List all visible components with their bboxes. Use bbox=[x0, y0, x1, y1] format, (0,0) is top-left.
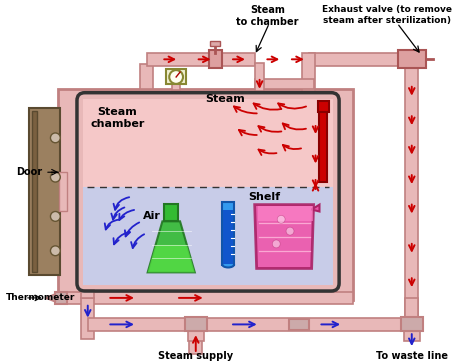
Circle shape bbox=[50, 211, 60, 221]
Text: To waste line: To waste line bbox=[376, 351, 448, 361]
Circle shape bbox=[286, 227, 294, 235]
Bar bbox=[83, 99, 333, 187]
Text: Exhaust valve (to remove
steam after sterilization): Exhaust valve (to remove steam after ste… bbox=[322, 5, 452, 25]
Text: Shelf: Shelf bbox=[248, 192, 281, 202]
Polygon shape bbox=[311, 205, 319, 211]
Bar bbox=[289, 318, 309, 330]
Bar bbox=[223, 210, 233, 264]
Bar bbox=[146, 53, 255, 66]
Bar bbox=[58, 292, 353, 304]
Bar bbox=[319, 108, 328, 182]
Circle shape bbox=[277, 215, 285, 223]
Bar bbox=[185, 317, 207, 331]
Bar bbox=[166, 69, 186, 84]
Text: Steam: Steam bbox=[205, 94, 245, 104]
Circle shape bbox=[273, 240, 280, 248]
Polygon shape bbox=[46, 294, 55, 302]
Polygon shape bbox=[148, 221, 195, 272]
Bar bbox=[172, 82, 180, 90]
Bar bbox=[58, 89, 353, 300]
Polygon shape bbox=[255, 205, 314, 268]
Bar bbox=[398, 51, 426, 68]
Circle shape bbox=[50, 172, 60, 182]
Ellipse shape bbox=[222, 262, 234, 268]
Bar bbox=[82, 298, 94, 339]
Circle shape bbox=[169, 70, 183, 84]
Bar bbox=[82, 290, 94, 298]
Bar bbox=[55, 292, 67, 304]
Bar bbox=[140, 64, 153, 89]
Bar bbox=[404, 329, 419, 341]
Text: Steam supply: Steam supply bbox=[158, 351, 233, 361]
Bar bbox=[255, 63, 264, 91]
Text: Door: Door bbox=[16, 167, 58, 177]
Text: Thermometer: Thermometer bbox=[6, 293, 76, 302]
Bar bbox=[59, 172, 67, 211]
Text: Steam
chamber: Steam chamber bbox=[90, 107, 145, 129]
Text: Air: Air bbox=[143, 211, 161, 221]
Bar bbox=[255, 79, 314, 89]
Bar bbox=[29, 108, 60, 275]
Bar bbox=[257, 206, 312, 221]
Bar bbox=[88, 318, 412, 331]
Text: Steam
to chamber: Steam to chamber bbox=[236, 5, 299, 27]
Bar bbox=[401, 317, 422, 331]
Bar bbox=[318, 100, 329, 112]
Bar bbox=[405, 298, 418, 339]
Bar bbox=[190, 324, 202, 354]
Circle shape bbox=[50, 133, 60, 143]
Bar bbox=[302, 54, 315, 91]
Bar bbox=[32, 111, 36, 272]
Bar bbox=[309, 53, 412, 66]
Bar bbox=[405, 51, 419, 66]
Bar bbox=[222, 202, 234, 265]
Circle shape bbox=[50, 246, 60, 256]
Polygon shape bbox=[148, 245, 195, 272]
Bar bbox=[209, 51, 222, 68]
Bar bbox=[210, 41, 220, 46]
Bar bbox=[83, 187, 333, 285]
Bar bbox=[405, 54, 418, 329]
Bar bbox=[164, 203, 178, 221]
Bar bbox=[188, 329, 204, 341]
